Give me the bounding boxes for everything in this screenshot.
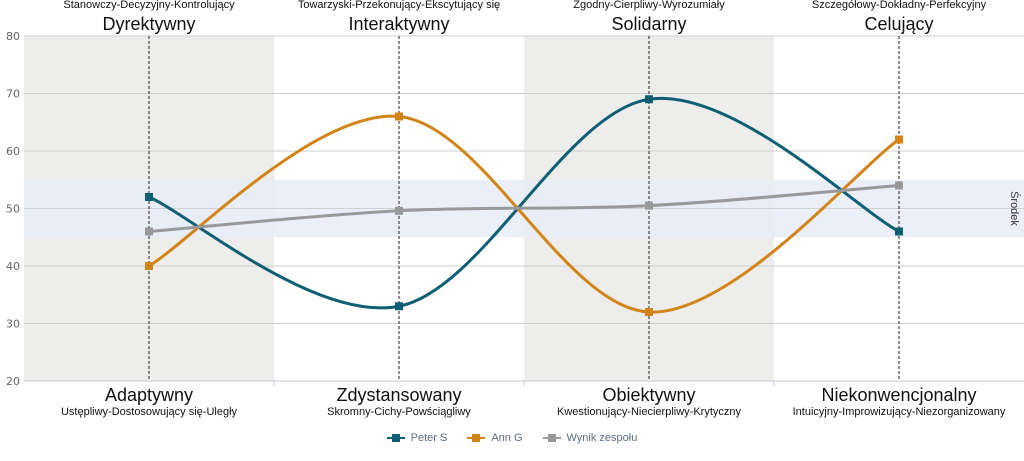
data-point xyxy=(395,206,403,215)
data-point xyxy=(645,308,653,316)
legend-swatch xyxy=(386,433,405,443)
y-tick-label: 50 xyxy=(6,203,20,216)
legend-item[interactable]: Ann G xyxy=(467,432,523,444)
bottom-description: Kwestionujący-Niecierpliwy-Krytyczny xyxy=(557,406,741,418)
data-point xyxy=(395,112,403,121)
top-description: Zgodny-Cierpliwy-Wyrozumiały xyxy=(573,0,725,11)
top-label: Interaktywny xyxy=(348,14,449,34)
legend-label: Ann G xyxy=(491,432,523,444)
bottom-description: Ustępliwy-Dostosowujący się-Uległy xyxy=(61,406,238,418)
bottom-description: Skromny-Cichy-Powściągliwy xyxy=(327,406,471,418)
top-label: Solidarny xyxy=(611,14,686,34)
bottom-label: Zdystansowany xyxy=(336,385,461,405)
data-point xyxy=(145,227,153,236)
midband-label: Środek xyxy=(1008,191,1021,226)
top-description: Szczegółowy-Dokładny-Perfekcyjny xyxy=(812,0,987,11)
series-line-ann-g xyxy=(147,114,901,314)
data-point xyxy=(895,135,903,144)
top-description: Stanowczy-Decyzyjny-Kontrolujący xyxy=(63,0,235,11)
data-point xyxy=(395,302,403,311)
bottom-description: Intuicyjny-Improwizujący-Niezorganizowan… xyxy=(793,406,1006,418)
bottom-label: Niekonwencjonalny xyxy=(821,385,976,405)
data-point xyxy=(895,227,903,236)
legend-item[interactable]: Peter S xyxy=(386,432,448,444)
data-point xyxy=(145,193,153,201)
series-group xyxy=(145,95,903,316)
y-tick-label: 70 xyxy=(6,88,20,101)
legend-swatch xyxy=(467,433,486,443)
series-line-peter-s xyxy=(147,96,901,310)
legend: Peter S Ann G Wynik zespołu xyxy=(0,432,1024,444)
y-tick-label: 30 xyxy=(6,318,20,331)
bottom-label: Adaptywny xyxy=(105,385,193,405)
legend-swatch xyxy=(542,433,561,443)
y-tick-label: 80 xyxy=(6,30,20,43)
data-point xyxy=(145,262,153,270)
legend-label: Peter S xyxy=(410,432,448,444)
y-tick-label: 60 xyxy=(6,145,20,158)
y-tick-label: 20 xyxy=(6,375,20,388)
bottom-label: Obiektywny xyxy=(602,385,695,405)
data-point xyxy=(645,201,653,210)
legend-label: Wynik zespołu xyxy=(566,432,638,444)
category-labels: Stanowczy-Decyzyjny-Kontrolujący Dyrektyw… xyxy=(61,0,1006,418)
data-point xyxy=(645,95,653,104)
top-label: Dyrektywny xyxy=(102,14,195,34)
y-tick-label: 40 xyxy=(6,260,20,273)
top-label: Celujący xyxy=(864,14,933,34)
data-point xyxy=(895,181,903,190)
series-line-wynik-zespo-u xyxy=(147,184,901,233)
legend-item[interactable]: Wynik zespołu xyxy=(542,432,638,444)
top-description: Towarzyski-Przekonujący-Ekscytujący się xyxy=(298,0,500,11)
y-axis: 20 30 40 50 60 70 80 xyxy=(6,30,20,388)
